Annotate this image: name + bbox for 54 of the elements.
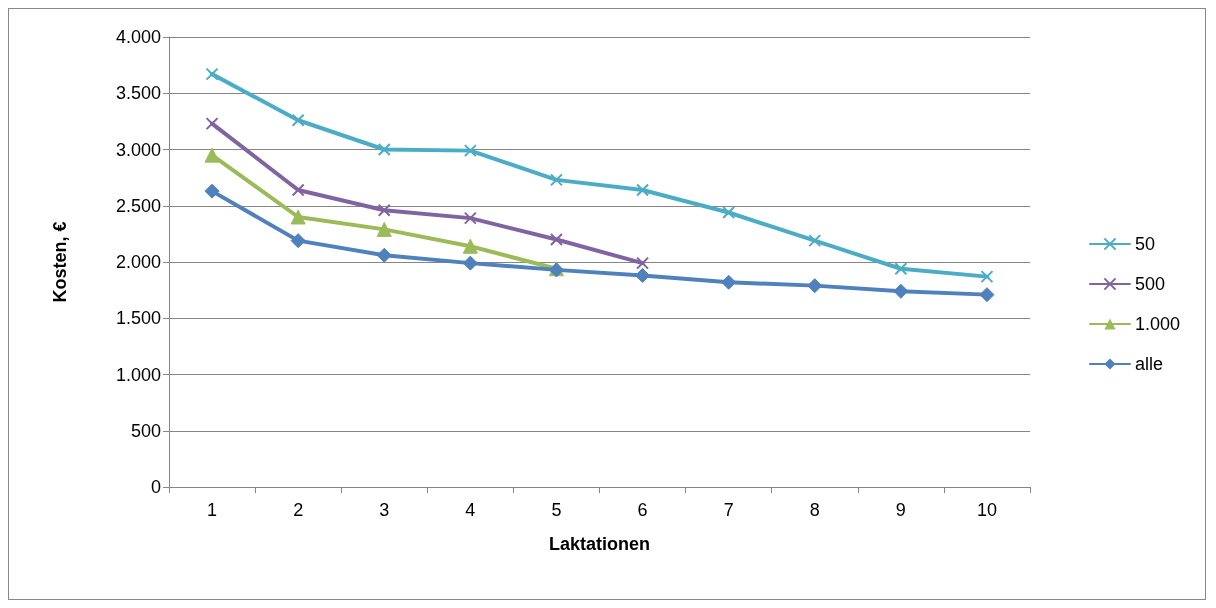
y-tick-label: 1.500 (115, 308, 161, 329)
point (721, 274, 737, 290)
point (808, 234, 822, 248)
y-tick-label: 4.000 (115, 27, 161, 47)
point (204, 183, 220, 199)
point (377, 143, 391, 156)
point (635, 268, 651, 283)
point (205, 117, 219, 131)
y-tick-label: 0 (150, 477, 161, 497)
x-tick-label: 10 (976, 500, 997, 520)
legend-label: 1.000 (1134, 314, 1180, 334)
point (894, 262, 908, 276)
point (290, 209, 306, 225)
point (291, 183, 305, 197)
point (204, 147, 220, 163)
point (979, 287, 995, 303)
legend-label: 50 (1134, 234, 1155, 254)
point (722, 206, 736, 219)
y-tick-label: 3.000 (115, 139, 161, 160)
x-tick-label: 2 (293, 500, 304, 520)
point (463, 144, 477, 158)
legend-label: alle (1134, 354, 1163, 374)
point (291, 113, 305, 127)
y-tick-label: 500 (130, 420, 161, 441)
x-tick-label: 6 (637, 500, 648, 520)
x-tick-label: 3 (379, 500, 390, 520)
point (549, 173, 563, 187)
x-tick-label: 5 (551, 500, 562, 520)
x-tick-label: 7 (723, 500, 734, 520)
y-tick-label: 2.000 (115, 252, 161, 272)
point (636, 183, 650, 197)
point (376, 247, 392, 263)
point (290, 233, 306, 249)
point (462, 255, 478, 271)
point (807, 278, 823, 294)
legend-label: 500 (1134, 274, 1165, 294)
point (462, 238, 478, 254)
point (549, 233, 563, 246)
y-axis-title: Kosten, € (50, 221, 70, 303)
x-tick-label: 1 (207, 500, 218, 520)
x-tick-label: 4 (465, 500, 476, 520)
y-tick-label: 3.500 (115, 83, 161, 104)
point (893, 283, 909, 299)
x-tick-label: 9 (895, 500, 906, 520)
point (980, 270, 994, 284)
point (463, 211, 477, 225)
y-tick-label: 1.000 (115, 364, 161, 385)
x-axis-title: Laktationen (548, 534, 651, 554)
y-tick-label: 2.500 (115, 195, 161, 216)
point (636, 256, 650, 270)
point (377, 203, 391, 217)
point (376, 221, 392, 237)
x-tick-label: 8 (809, 500, 820, 520)
point (205, 67, 219, 81)
